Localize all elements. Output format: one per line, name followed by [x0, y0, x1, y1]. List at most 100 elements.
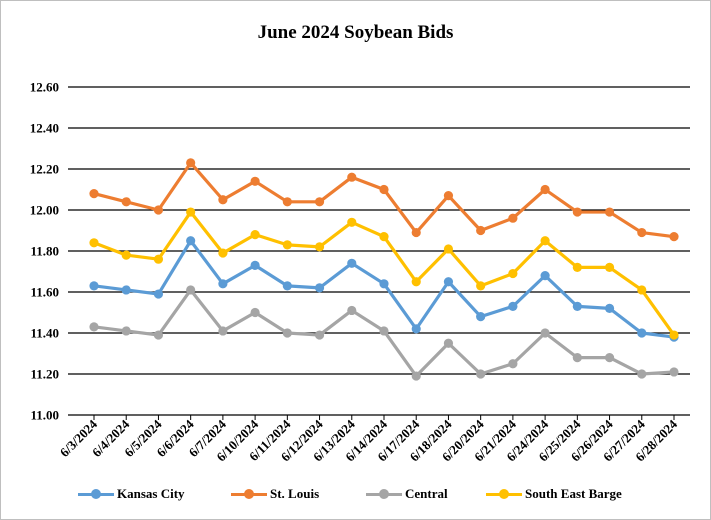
data-point-kansas-city [508, 301, 518, 311]
legend: Kansas City St. Louis Central South East… [78, 484, 698, 504]
data-point-st-louis [218, 195, 228, 205]
data-point-st-louis [476, 225, 486, 236]
data-point-south-east-barge [282, 240, 292, 250]
data-point-kansas-city [347, 258, 357, 268]
data-point-central [476, 369, 486, 379]
data-point-central [411, 371, 421, 381]
legend-label-central: Central [405, 486, 448, 501]
legend-swatch-st-louis [231, 484, 267, 504]
data-point-south-east-barge [508, 268, 518, 279]
legend-item-kansas-city: Kansas City [78, 484, 185, 504]
data-point-kansas-city [314, 283, 325, 293]
y-tick-label: 12.60 [30, 80, 59, 95]
series-line-kansas-city [93, 239, 675, 339]
data-point-central [637, 369, 647, 379]
data-point-south-east-barge [669, 330, 679, 340]
legend-item-south-east-barge: South East Barge [486, 484, 622, 504]
gridlines [68, 86, 690, 416]
data-point-south-east-barge [572, 262, 582, 272]
data-point-st-louis [443, 191, 454, 201]
x-axis-ticks: 6/3/20246/4/20246/5/20246/6/20246/7/2024… [57, 415, 680, 464]
data-point-st-louis [347, 172, 357, 182]
data-point-st-louis [637, 227, 647, 238]
data-point-central [121, 326, 131, 336]
data-point-st-louis [669, 232, 679, 242]
legend-swatch-central [366, 484, 402, 504]
data-point-south-east-barge [604, 262, 615, 272]
data-point-central [669, 367, 679, 377]
data-point-south-east-barge [250, 230, 260, 240]
legend-label-kansas-city: Kansas City [117, 486, 185, 501]
data-point-st-louis [540, 184, 550, 195]
data-point-south-east-barge [314, 242, 325, 252]
data-point-st-louis [186, 158, 196, 168]
data-point-south-east-barge [476, 281, 486, 291]
y-tick-label: 11.00 [30, 408, 59, 423]
data-point-central [153, 330, 164, 340]
data-point-st-louis [572, 207, 582, 217]
data-point-central [604, 353, 615, 363]
y-tick-label: 11.60 [30, 285, 59, 300]
data-point-kansas-city [411, 324, 421, 334]
data-point-kansas-city [153, 289, 164, 299]
data-point-kansas-city [121, 285, 131, 295]
legend-swatch-south-east-barge [486, 484, 522, 504]
data-point-central [314, 330, 325, 340]
series-kansas-city [89, 236, 679, 342]
data-point-central [443, 338, 454, 348]
legend-label-st-louis: St. Louis [270, 486, 320, 501]
data-point-st-louis [121, 197, 131, 207]
series-line-south-east-barge [93, 210, 676, 336]
data-point-kansas-city [250, 260, 260, 270]
data-point-central [572, 353, 582, 363]
data-point-south-east-barge [218, 248, 228, 258]
data-point-kansas-city [476, 312, 486, 322]
data-point-central [379, 326, 389, 336]
data-point-central [186, 285, 196, 295]
y-tick-label: 12.20 [30, 162, 59, 177]
y-tick-label: 11.80 [30, 244, 59, 259]
data-point-central [540, 328, 550, 338]
y-tick-label: 11.40 [30, 326, 59, 341]
data-point-kansas-city [604, 303, 615, 313]
data-point-south-east-barge [121, 250, 131, 260]
series-central [89, 285, 679, 381]
data-point-st-louis [153, 205, 164, 215]
y-axis-ticks: 11.00 11.20 11.40 11.60 11.80 12.00 12.20 12.40… [30, 80, 59, 423]
data-point-kansas-city [572, 301, 582, 311]
data-point-south-east-barge [411, 277, 421, 287]
data-point-st-louis [282, 197, 292, 207]
data-point-st-louis [89, 189, 99, 199]
data-point-st-louis [411, 227, 421, 238]
data-point-kansas-city [540, 271, 550, 281]
legend-swatch-kansas-city [78, 484, 114, 504]
data-point-kansas-city [218, 279, 228, 289]
series-st-louis [89, 158, 679, 242]
y-tick-label: 12.40 [30, 121, 59, 136]
data-point-central [282, 328, 292, 338]
data-point-south-east-barge [540, 236, 550, 246]
data-point-south-east-barge [637, 285, 647, 295]
data-point-south-east-barge [89, 238, 99, 248]
data-point-st-louis [379, 184, 389, 195]
data-point-kansas-city [89, 281, 99, 291]
y-tick-label: 11.20 [30, 367, 59, 382]
legend-label-south-east-barge: South East Barge [525, 486, 622, 501]
chart-title: June 2024 Soybean Bids [257, 22, 454, 43]
data-point-st-louis [250, 176, 260, 186]
legend-item-st-louis: St. Louis [231, 484, 319, 504]
data-point-kansas-city [186, 236, 196, 246]
data-point-kansas-city [443, 277, 454, 287]
data-point-south-east-barge [347, 217, 357, 227]
data-point-st-louis [314, 197, 325, 207]
data-point-st-louis [604, 207, 615, 217]
data-point-central [218, 326, 228, 336]
series-lines [89, 158, 679, 381]
data-point-south-east-barge [443, 244, 454, 254]
data-point-central [89, 322, 99, 332]
data-point-south-east-barge [186, 207, 196, 217]
data-point-central [508, 359, 518, 369]
data-point-kansas-city [379, 279, 389, 289]
data-point-central [347, 305, 357, 316]
